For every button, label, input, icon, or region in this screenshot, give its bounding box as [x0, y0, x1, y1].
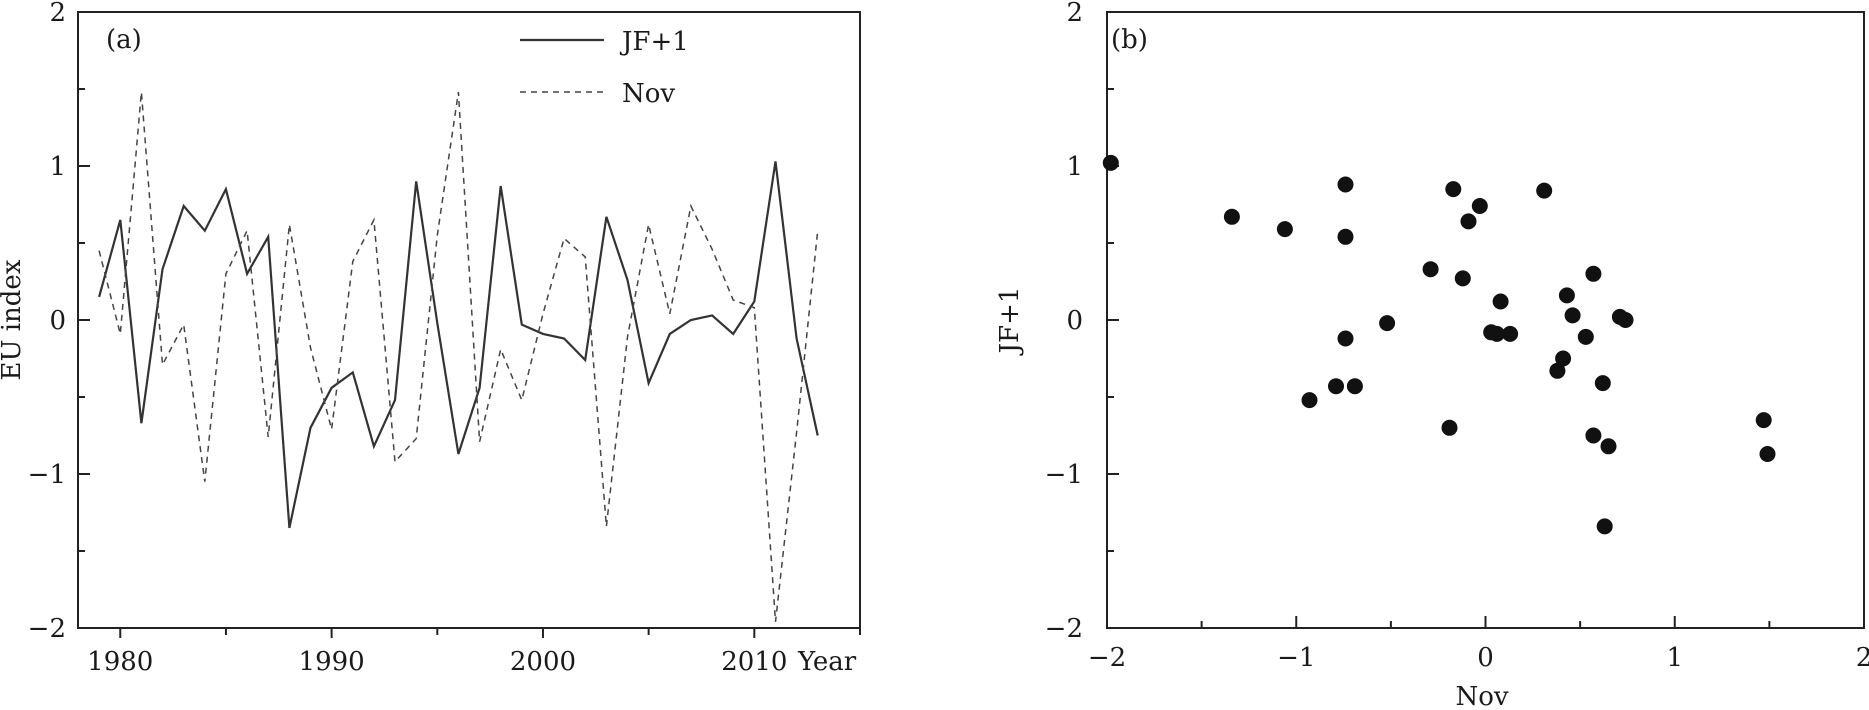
scatter-point: [1422, 261, 1439, 278]
scatter-point: [1337, 176, 1354, 193]
scatter-point: [1301, 392, 1318, 409]
scatter-point: [1600, 438, 1617, 455]
y-tick-label: 2: [49, 0, 66, 28]
y-tick-label: 2: [1066, 0, 1083, 28]
scatter-point: [1502, 325, 1519, 342]
scatter-point: [1617, 312, 1634, 328]
scatter-point: [1492, 293, 1509, 310]
legend-label-jf1: JF+1: [619, 27, 689, 57]
x-tick-label: 1990: [299, 647, 365, 677]
panel-a-x-ticks: 1980 1990 2000 2010: [87, 628, 861, 677]
scatter-point: [1328, 378, 1344, 395]
x-tick-label: −1: [1277, 643, 1315, 673]
scatter-point: [1585, 265, 1602, 282]
x-tick-label: 2010: [721, 647, 787, 677]
panel-a-xlabel: Year: [797, 647, 857, 677]
y-tick-label: −1: [1045, 460, 1083, 490]
x-tick-label: 0: [1477, 643, 1494, 673]
panel-b-frame: [1106, 11, 1865, 629]
y-tick-label: −2: [1045, 614, 1083, 644]
scatter-point: [1577, 328, 1594, 345]
scatter-point: [1596, 518, 1613, 535]
scatter-point: [1759, 446, 1776, 462]
scatter-point: [1488, 325, 1505, 342]
y-tick-label: 0: [49, 306, 66, 336]
scatter-point: [1594, 375, 1611, 392]
scatter-point: [1445, 181, 1462, 198]
panel-a-y-ticks: −2 −1 0 1 2: [28, 0, 90, 644]
panel-b-points: [1102, 154, 1776, 535]
panel-a-line-chart: (a) EU index Year −2 −1 0 1 2 1980 1990 2000 20…: [0, 0, 861, 677]
y-tick-label: −2: [28, 614, 66, 644]
panel-b-y-ticks: −2 −1 0 1 2: [1045, 0, 1119, 644]
legend-label-nov: Nov: [622, 79, 675, 109]
scatter-point: [1755, 412, 1772, 429]
scatter-point: [1346, 378, 1363, 395]
scatter-point: [1276, 221, 1293, 238]
scatter-point: [1564, 307, 1581, 324]
x-tick-label: 2000: [510, 647, 576, 677]
y-tick-label: 1: [49, 152, 66, 182]
y-tick-label: −1: [28, 460, 66, 490]
scatter-point: [1223, 208, 1240, 225]
panel-b-ylabel: JF+1: [995, 287, 1025, 357]
scatter-point: [1536, 182, 1553, 199]
scatter-point: [1379, 315, 1396, 332]
y-tick-label: 1: [1066, 152, 1083, 182]
x-tick-label: 1980: [87, 647, 153, 677]
panel-b-scatter-chart: (b) JF+1 Nov −2 −1 0 1 2 −2 −1 0 1 2: [995, 0, 1869, 710]
y-tick-label: 0: [1066, 306, 1083, 336]
scatter-point: [1549, 362, 1566, 379]
scatter-point: [1337, 330, 1354, 347]
scatter-point: [1471, 198, 1488, 214]
scatter-point: [1454, 270, 1471, 287]
scatter-point: [1441, 419, 1458, 436]
panel-a-series: [98, 91, 819, 622]
scatter-point: [1558, 287, 1575, 304]
x-tick-label: 2: [1856, 643, 1869, 673]
scatter-point: [1555, 350, 1572, 367]
scatter-point: [1337, 228, 1354, 245]
series-line-jf1: [98, 161, 819, 529]
panel-b-x-ticks: −2 −1 0 1 2: [1088, 616, 1869, 673]
x-tick-label: 1: [1666, 643, 1683, 673]
series-line-nov: [98, 91, 819, 622]
scatter-point: [1102, 154, 1119, 171]
x-tick-label: −2: [1088, 643, 1126, 673]
panel-b-label: (b): [1111, 25, 1148, 55]
panel-a-legend: JF+1 Nov: [520, 27, 689, 109]
scatter-point: [1585, 427, 1602, 444]
panel-a-label: (a): [106, 25, 142, 55]
scatter-point: [1460, 213, 1477, 230]
panel-b-xlabel: Nov: [1455, 682, 1508, 710]
panel-a-ylabel: EU index: [0, 259, 27, 380]
